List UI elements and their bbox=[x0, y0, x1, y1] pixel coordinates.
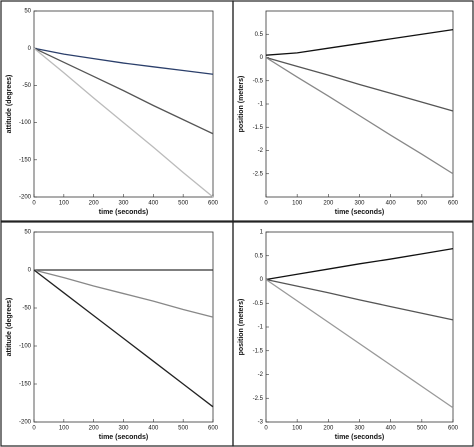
y-tick-label: -150 bbox=[19, 382, 32, 388]
y-tick-label: 0.5 bbox=[255, 32, 264, 38]
plot-area bbox=[33, 10, 214, 198]
x-tick-label: 100 bbox=[292, 201, 303, 207]
x-tick-label: 400 bbox=[386, 201, 397, 207]
y-axis-label: position (meters) bbox=[238, 76, 245, 133]
x-axis-label: time (seconds) bbox=[335, 434, 384, 441]
x-tick-label: 400 bbox=[386, 426, 397, 432]
x-tick-label: 200 bbox=[323, 201, 334, 207]
y-tick-label: -150 bbox=[19, 157, 32, 163]
y-tick-label: 50 bbox=[24, 9, 31, 15]
x-tick-label: 200 bbox=[89, 201, 100, 207]
y-tick-label: -50 bbox=[22, 83, 31, 89]
y-tick-label: -1 bbox=[258, 102, 264, 108]
y-tick-label: -1 bbox=[258, 325, 264, 331]
y-tick-label: -100 bbox=[19, 344, 32, 350]
y-tick-label: -100 bbox=[19, 120, 32, 126]
y-tick-label: 0 bbox=[260, 277, 264, 283]
x-tick-label: 600 bbox=[208, 426, 219, 432]
y-tick-label: 0.5 bbox=[255, 253, 264, 259]
plot-area bbox=[265, 10, 454, 198]
x-tick-label: 0 bbox=[32, 201, 36, 207]
y-tick-label: -2 bbox=[258, 372, 264, 378]
series-line bbox=[33, 269, 214, 318]
x-tick-label: 200 bbox=[89, 426, 100, 432]
series-line bbox=[265, 278, 454, 321]
x-axis-label: time (seconds) bbox=[99, 434, 148, 441]
y-tick-label: -0.5 bbox=[253, 301, 264, 307]
y-axis-label: attitude (degrees) bbox=[6, 298, 13, 357]
plot-area bbox=[33, 231, 214, 423]
x-tick-label: 100 bbox=[59, 201, 70, 207]
series-line bbox=[33, 47, 214, 198]
panel-frame bbox=[232, 221, 474, 447]
x-tick-label: 300 bbox=[118, 201, 129, 207]
x-tick-label: 0 bbox=[264, 201, 268, 207]
x-tick-label: 400 bbox=[148, 201, 159, 207]
series-line bbox=[265, 247, 454, 281]
x-tick-label: 0 bbox=[32, 426, 36, 432]
y-tick-label: -200 bbox=[19, 420, 32, 426]
series-line bbox=[265, 56, 454, 175]
plot-area bbox=[265, 231, 454, 423]
y-tick-label: 50 bbox=[24, 230, 31, 236]
x-axis-label: time (seconds) bbox=[335, 209, 384, 216]
series-line bbox=[33, 269, 214, 408]
y-tick-label: 0 bbox=[260, 55, 264, 61]
y-tick-label: -200 bbox=[19, 195, 32, 201]
x-tick-label: 500 bbox=[178, 201, 189, 207]
y-tick-label: -50 bbox=[22, 306, 31, 312]
y-tick-label: 0 bbox=[28, 46, 32, 52]
x-tick-label: 500 bbox=[178, 426, 189, 432]
x-tick-label: 100 bbox=[59, 426, 70, 432]
series-line bbox=[33, 47, 214, 135]
y-tick-label: -1.5 bbox=[253, 125, 264, 131]
y-tick-label: -3 bbox=[258, 420, 264, 426]
x-tick-label: 500 bbox=[417, 201, 428, 207]
x-tick-label: 200 bbox=[323, 426, 334, 432]
x-tick-label: 300 bbox=[354, 426, 365, 432]
x-axis-label: time (seconds) bbox=[99, 209, 148, 216]
series-line bbox=[33, 47, 214, 75]
series-line bbox=[265, 278, 454, 409]
y-axis-label: attitude (degrees) bbox=[6, 75, 13, 134]
x-tick-label: 600 bbox=[208, 201, 219, 207]
y-tick-label: 1 bbox=[260, 230, 264, 236]
series-line bbox=[265, 28, 454, 56]
x-tick-label: 500 bbox=[417, 426, 428, 432]
panel-frame bbox=[232, 0, 474, 222]
y-tick-label: -0.5 bbox=[253, 78, 264, 84]
x-tick-label: 300 bbox=[118, 426, 129, 432]
y-axis-label: position (meters) bbox=[238, 299, 245, 356]
x-tick-label: 400 bbox=[148, 426, 159, 432]
x-tick-label: 0 bbox=[264, 426, 268, 432]
y-tick-label: 0 bbox=[28, 268, 32, 274]
x-tick-label: 600 bbox=[448, 426, 459, 432]
x-tick-label: 100 bbox=[292, 426, 303, 432]
panel-frame bbox=[0, 0, 234, 222]
y-tick-label: -2 bbox=[258, 148, 264, 154]
x-tick-label: 600 bbox=[448, 201, 459, 207]
y-tick-label: -1.5 bbox=[253, 348, 264, 354]
y-tick-label: -2.5 bbox=[253, 396, 264, 402]
y-tick-label: -2.5 bbox=[253, 171, 264, 177]
x-tick-label: 300 bbox=[354, 201, 365, 207]
series-line bbox=[265, 56, 454, 112]
